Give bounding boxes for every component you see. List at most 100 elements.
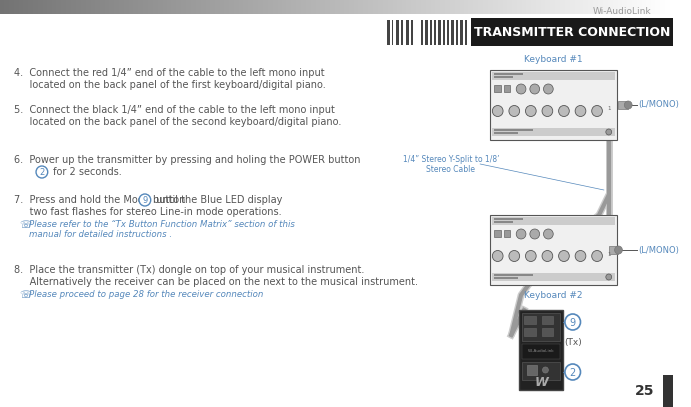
Bar (372, 0, 373, 14)
Bar (181, 0, 182, 14)
Bar (466, 0, 468, 14)
Bar (144, 0, 145, 14)
Circle shape (565, 314, 580, 330)
Bar (55, 0, 57, 14)
Bar (489, 0, 490, 14)
Bar (392, 20, 393, 45)
Bar (369, 0, 370, 14)
Bar (518, 0, 519, 14)
Bar (347, 0, 348, 14)
Bar (605, 0, 606, 14)
Bar (37, 0, 38, 14)
Bar (230, 0, 231, 14)
Bar (237, 0, 238, 14)
Bar (106, 0, 107, 14)
Bar (346, 0, 347, 14)
Text: (Tx): (Tx) (564, 337, 582, 346)
Bar (516, 0, 517, 14)
Bar (302, 0, 303, 14)
Bar (522, 313, 560, 341)
Bar (193, 0, 195, 14)
Bar (3, 0, 4, 14)
Bar (454, 0, 455, 14)
Bar (439, 0, 440, 14)
Bar (220, 0, 221, 14)
Bar (43, 0, 44, 14)
Bar (156, 0, 157, 14)
Bar (521, 0, 522, 14)
Bar (80, 0, 81, 14)
Bar (342, 0, 343, 14)
Bar (404, 0, 405, 14)
Bar (12, 0, 14, 14)
Bar (263, 0, 264, 14)
Bar (84, 0, 85, 14)
Bar (304, 0, 305, 14)
Bar (488, 0, 489, 14)
Bar (639, 0, 640, 14)
Text: Please refer to the “Tx Button Function Matrix” section of this: Please refer to the “Tx Button Function … (29, 220, 295, 229)
Bar (231, 0, 233, 14)
Bar (148, 0, 149, 14)
Bar (90, 0, 91, 14)
Bar (571, 0, 573, 14)
Bar (243, 0, 245, 14)
Bar (107, 0, 108, 14)
Bar (219, 0, 220, 14)
Bar (455, 0, 456, 14)
Bar (374, 0, 375, 14)
Bar (494, 277, 518, 278)
Bar (169, 0, 171, 14)
Bar (265, 0, 266, 14)
Bar (146, 0, 147, 14)
Bar (352, 0, 354, 14)
Text: 8.  Place the transmitter (Tx) dongle on top of your musical instrument.: 8. Place the transmitter (Tx) dongle on … (14, 265, 364, 275)
Bar (77, 0, 78, 14)
Bar (430, 0, 431, 14)
Bar (348, 0, 349, 14)
Bar (83, 0, 84, 14)
Bar (336, 0, 337, 14)
Text: two fast flashes for stereo Line-in mode operations.: two fast flashes for stereo Line-in mode… (14, 207, 281, 217)
Bar (166, 0, 167, 14)
Bar (162, 0, 164, 14)
Bar (255, 0, 256, 14)
Bar (331, 0, 332, 14)
Bar (514, 0, 515, 14)
Text: (L/MONO): (L/MONO) (638, 101, 679, 109)
Bar (310, 0, 311, 14)
Bar (294, 0, 295, 14)
Bar (212, 0, 214, 14)
Bar (236, 0, 237, 14)
Bar (401, 0, 402, 14)
Bar (537, 0, 538, 14)
Bar (492, 0, 493, 14)
Bar (411, 20, 413, 45)
Bar (481, 0, 482, 14)
Bar (519, 0, 520, 14)
Circle shape (493, 250, 503, 262)
Bar (456, 0, 457, 14)
Circle shape (591, 250, 603, 262)
Text: Alternatively the receiver can be placed on the next to the musical instrument.: Alternatively the receiver can be placed… (14, 277, 417, 287)
Bar (636, 0, 637, 14)
Bar (544, 0, 545, 14)
Text: 9: 9 (569, 317, 576, 328)
Bar (621, 0, 623, 14)
Bar (114, 0, 115, 14)
Bar (415, 0, 416, 14)
Bar (405, 0, 406, 14)
Bar (262, 0, 263, 14)
Bar (601, 0, 602, 14)
Bar (23, 0, 24, 14)
Bar (154, 0, 155, 14)
Bar (528, 0, 529, 14)
Bar (173, 0, 174, 14)
Bar (573, 0, 574, 14)
Text: 7.  Press and hold the Mode button: 7. Press and hold the Mode button (14, 195, 188, 205)
Bar (121, 0, 122, 14)
Bar (443, 0, 444, 14)
Bar (437, 0, 438, 14)
Bar (301, 0, 302, 14)
Bar (8, 0, 9, 14)
